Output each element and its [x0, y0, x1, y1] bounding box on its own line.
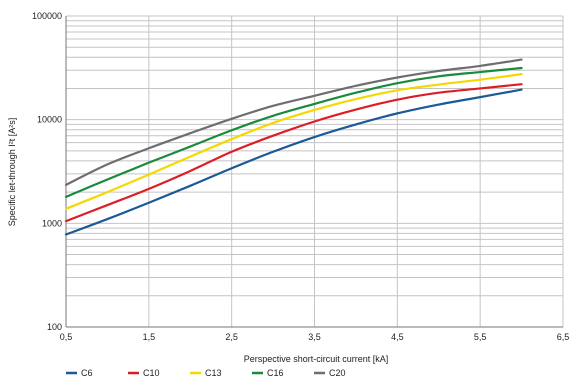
- y-axis-label: Specific let-through I²t [A²s]: [7, 118, 17, 227]
- x-tick-label: 5,5: [474, 332, 487, 342]
- series-line-c20: [64, 58, 523, 186]
- series-lines: [64, 58, 523, 236]
- legend-label-c20: C20: [329, 368, 346, 378]
- y-tick-label: 100000: [32, 11, 62, 21]
- x-tick-label: 3,5: [308, 332, 321, 342]
- series-line-c6: [64, 88, 523, 236]
- x-tick-label: 0,5: [60, 332, 73, 342]
- y-tick-label: 1000: [42, 218, 62, 228]
- axes: [65, 16, 563, 328]
- grid: [65, 15, 564, 328]
- x-tick-label: 2,5: [225, 332, 238, 342]
- y-tick-label: 10000: [37, 115, 62, 125]
- legend-label-c13: C13: [205, 368, 222, 378]
- tick-labels: 0,5 1,5 2,5 3,5 4,5 5,5 6,5 100 1000 10000 100000: [32, 11, 569, 342]
- series-line-c10: [64, 83, 523, 223]
- x-tick-label: 1,5: [143, 332, 156, 342]
- y-tick-label: 100: [47, 322, 62, 332]
- series-line-c16: [64, 66, 523, 198]
- series-line-c13: [64, 73, 523, 210]
- legend-label-c16: C16: [267, 368, 284, 378]
- x-axis-label: Perspective short-circuit current [kA]: [244, 354, 389, 364]
- x-tick-label: 4,5: [391, 332, 404, 342]
- legend-label-c6: C6: [81, 368, 93, 378]
- x-tick-label: 6,5: [557, 332, 570, 342]
- legend-label-c10: C10: [143, 368, 160, 378]
- legend: C6 C10 C13 C16 C20: [66, 368, 346, 378]
